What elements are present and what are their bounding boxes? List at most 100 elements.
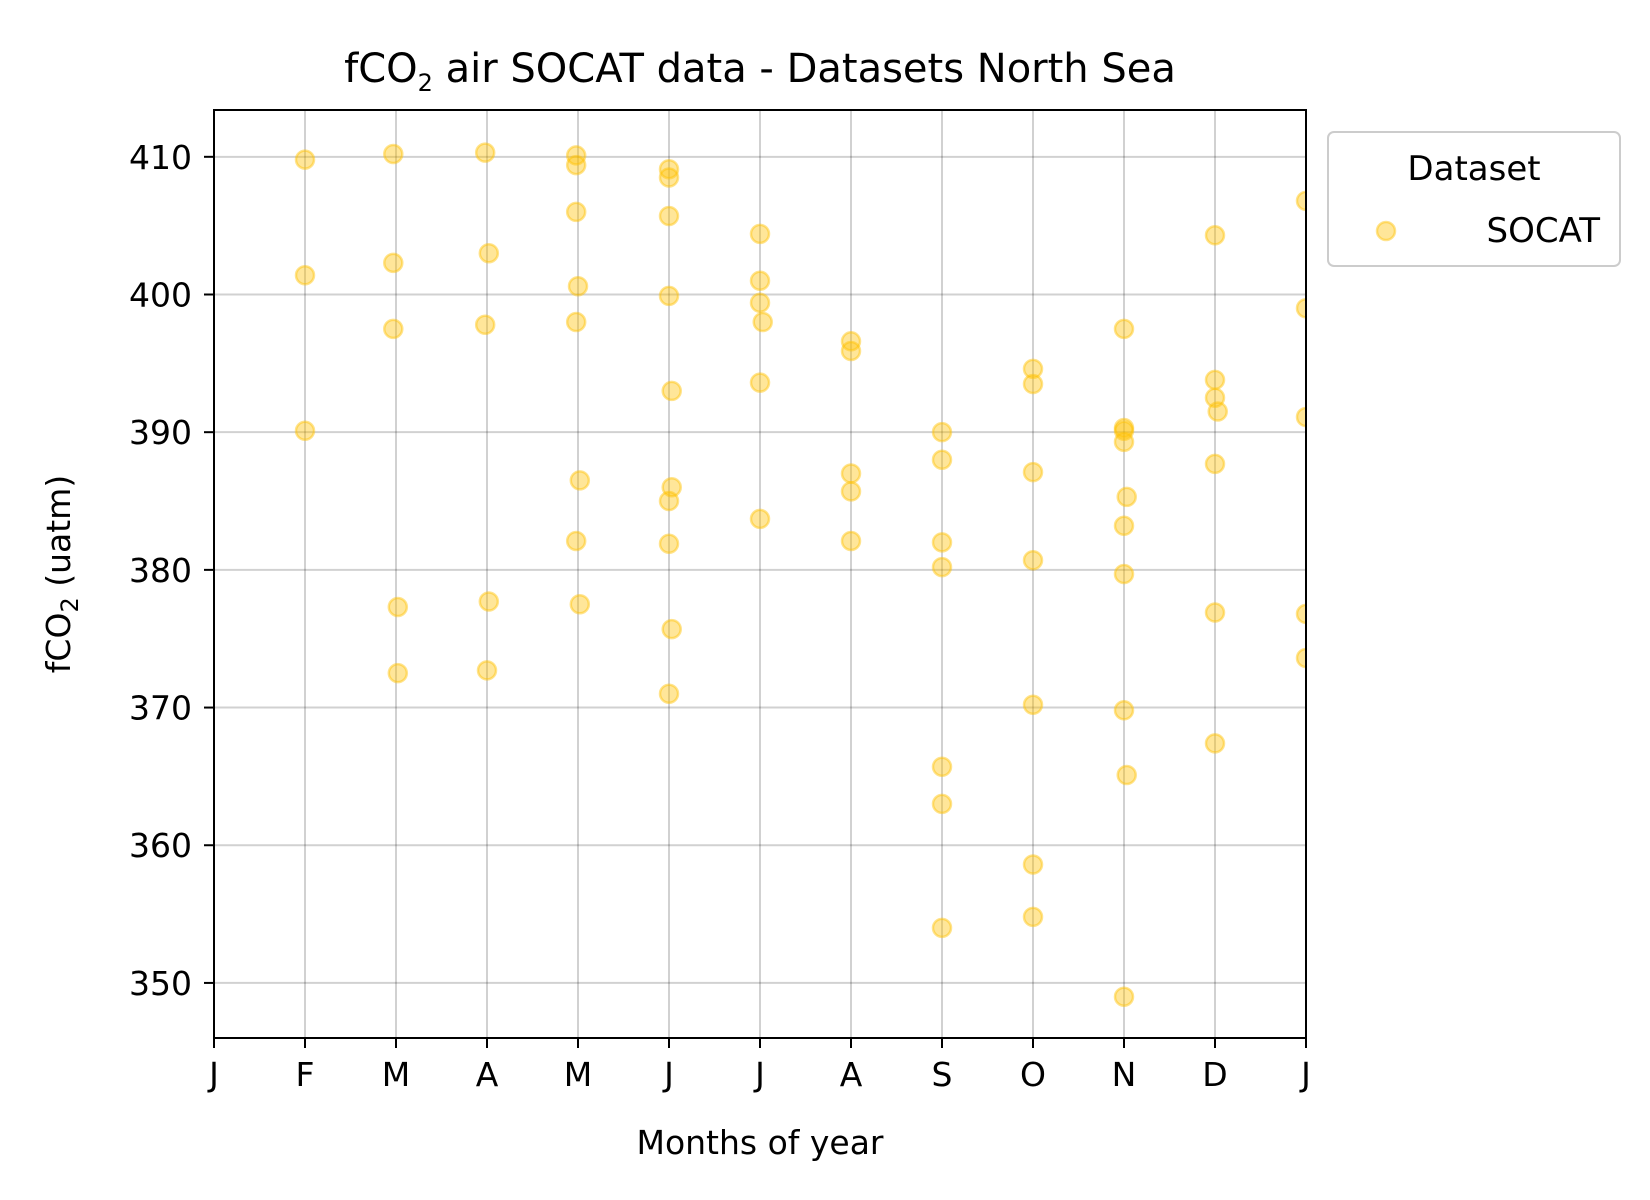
data-point-socat <box>658 167 680 188</box>
data-point-socat <box>476 660 498 681</box>
legend-box <box>1327 131 1621 267</box>
data-point-socat <box>931 449 953 470</box>
x-tick-label: N <box>1112 1055 1137 1094</box>
data-point-socat <box>1295 190 1306 212</box>
y-tick-label: 370 <box>129 689 192 728</box>
data-point-socat <box>1204 387 1226 409</box>
data-point-socat <box>474 314 496 336</box>
data-point-socat <box>658 490 680 512</box>
data-point-socat <box>1022 854 1044 875</box>
x-tick-label: J <box>753 1055 765 1094</box>
data-point-socat <box>749 270 771 291</box>
x-tick-label: M <box>382 1055 410 1094</box>
data-point-socat <box>569 470 591 491</box>
data-point-socat <box>1022 358 1044 380</box>
y-tick-label: 360 <box>129 826 192 865</box>
data-point-socat <box>661 618 682 640</box>
data-point-socat <box>1113 420 1135 442</box>
data-point-socat <box>1022 373 1044 395</box>
data-point-socat <box>749 508 771 530</box>
legend: Dataset SOCAT <box>1327 131 1621 267</box>
data-point-socat <box>1113 700 1135 721</box>
data-point-socat <box>931 421 953 443</box>
data-point-socat <box>1022 694 1044 716</box>
data-point-socat <box>749 372 771 393</box>
x-tick-label: F <box>296 1055 315 1094</box>
data-point-socat <box>1207 401 1228 422</box>
data-point-socat <box>931 556 953 578</box>
data-point-socat <box>1204 602 1226 623</box>
data-point-socat <box>1295 298 1306 319</box>
data-point-socat <box>565 530 587 552</box>
data-point-socat <box>383 252 404 274</box>
data-point-socat <box>931 917 953 939</box>
data-point-socat <box>294 264 316 286</box>
legend-title: Dataset <box>1407 149 1540 189</box>
x-tick-label: A <box>476 1055 499 1094</box>
x-tick-label: O <box>1020 1055 1046 1094</box>
data-point-socat <box>387 596 409 618</box>
data-points <box>294 142 1306 1007</box>
data-point-socat <box>387 662 409 684</box>
data-point-socat <box>840 530 862 552</box>
data-point-socat <box>749 223 771 245</box>
data-point-socat <box>931 756 953 778</box>
y-tick-label: 410 <box>129 138 192 177</box>
data-point-socat <box>840 481 862 502</box>
x-axis-title: Months of year <box>636 1123 883 1162</box>
data-point-socat <box>752 311 773 333</box>
data-point-socat <box>658 205 680 227</box>
x-tick-label: D <box>1202 1055 1227 1094</box>
data-point-socat <box>569 594 591 615</box>
data-point-socat <box>1204 369 1226 391</box>
legend-label-socat: SOCAT <box>1487 211 1601 251</box>
data-point-socat <box>840 331 862 352</box>
data-point-socat <box>658 158 680 180</box>
data-point-socat <box>1113 417 1135 439</box>
y-axis-title: fCO2 (uatm) <box>39 475 84 673</box>
data-point-socat <box>1116 764 1137 786</box>
data-point-socat <box>749 292 771 314</box>
data-point-socat <box>1113 431 1135 453</box>
data-point-socat <box>1295 406 1306 428</box>
x-tick-label: J <box>207 1055 219 1094</box>
data-point-socat <box>931 532 953 553</box>
data-point-socat <box>1116 486 1137 508</box>
data-point-socat <box>931 793 953 815</box>
data-point-socat <box>478 242 500 264</box>
x-tick-label: M <box>564 1055 592 1094</box>
y-tick-label: 390 <box>129 413 192 452</box>
data-point-socat <box>1113 563 1135 585</box>
chart-title: fCO2 air SOCAT data - Datasets North Sea <box>344 46 1176 97</box>
data-point-socat <box>565 201 587 223</box>
data-point-socat <box>565 145 587 166</box>
x-tick-label: J <box>1299 1055 1311 1094</box>
y-tick-label: 400 <box>129 275 192 314</box>
data-point-socat <box>478 591 500 612</box>
data-point-socat <box>658 683 680 705</box>
x-tick-label: A <box>840 1055 863 1094</box>
data-point-socat <box>294 420 316 442</box>
y-tick-label: 380 <box>129 551 192 590</box>
data-point-socat <box>567 275 589 297</box>
data-point-socat <box>658 533 680 554</box>
data-point-socat <box>565 311 587 333</box>
y-axis-ticks: 350 360 370 380 390 400 410 <box>129 138 214 1003</box>
data-point-socat <box>1204 733 1226 754</box>
data-point-socat <box>658 285 680 307</box>
data-point-socat <box>661 380 682 402</box>
x-tick-label: S <box>932 1055 953 1094</box>
data-point-socat <box>1022 906 1044 928</box>
data-point-socat <box>1204 225 1226 246</box>
data-point-socat <box>1204 453 1226 475</box>
data-point-socat <box>1022 549 1044 571</box>
data-point-socat <box>1022 461 1044 483</box>
data-point-socat <box>840 340 862 362</box>
data-point-socat <box>1295 647 1306 669</box>
data-point-socat <box>840 463 862 484</box>
data-point-socat <box>1113 986 1135 1007</box>
data-point-socat <box>1295 603 1306 625</box>
data-point-socat <box>661 477 682 498</box>
